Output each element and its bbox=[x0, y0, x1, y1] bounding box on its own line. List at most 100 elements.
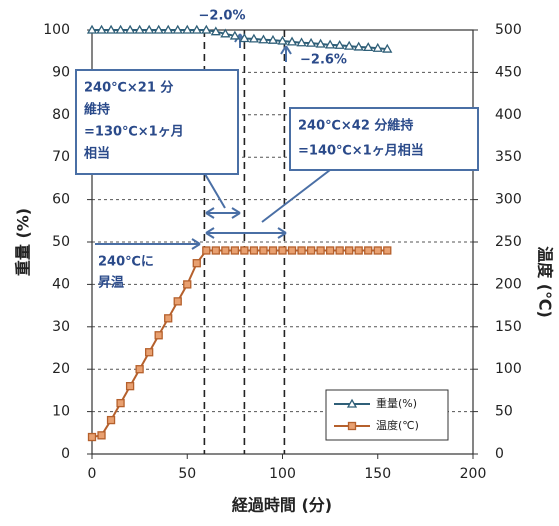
marker bbox=[286, 36, 298, 46]
annotation: −2.6% bbox=[300, 53, 347, 68]
y2-tick-label: 500 bbox=[495, 22, 522, 38]
marker bbox=[134, 24, 145, 34]
annotation: −2.0% bbox=[199, 9, 246, 24]
y-tick-label: 40 bbox=[52, 276, 70, 292]
marker bbox=[154, 331, 163, 340]
marker bbox=[383, 246, 392, 255]
marker bbox=[229, 30, 240, 40]
legend-box bbox=[325, 389, 449, 441]
marker bbox=[364, 246, 373, 255]
arrow bbox=[204, 173, 241, 219]
marker bbox=[372, 42, 383, 52]
y2-tick-label: 150 bbox=[495, 319, 522, 335]
marker bbox=[87, 432, 97, 442]
marker bbox=[345, 246, 354, 255]
marker bbox=[347, 421, 357, 431]
y2-tick-label: 0 bbox=[495, 446, 504, 462]
x-tick-label: 100 bbox=[269, 466, 296, 482]
marker bbox=[306, 246, 316, 255]
y2-tick-label: 300 bbox=[495, 192, 522, 208]
marker bbox=[202, 246, 211, 255]
marker bbox=[220, 28, 231, 38]
annotation: 相当 bbox=[84, 146, 110, 162]
annotation-box bbox=[75, 69, 239, 175]
marker bbox=[248, 33, 260, 43]
marker bbox=[182, 24, 193, 34]
plot-frame bbox=[91, 29, 474, 455]
marker bbox=[211, 246, 220, 255]
marker bbox=[191, 24, 202, 34]
marker bbox=[240, 246, 249, 255]
marker bbox=[287, 246, 297, 255]
marker bbox=[363, 42, 374, 52]
marker bbox=[325, 246, 335, 255]
marker bbox=[124, 24, 136, 34]
y2-tick-label: 50 bbox=[495, 404, 513, 420]
marker bbox=[105, 24, 117, 34]
arrow bbox=[95, 238, 201, 250]
marker bbox=[296, 37, 307, 47]
y-tick-label: 90 bbox=[52, 64, 70, 80]
x-tick-label: 0 bbox=[88, 466, 97, 482]
marker bbox=[153, 24, 164, 34]
marker bbox=[382, 43, 393, 53]
marker bbox=[164, 314, 173, 323]
marker bbox=[192, 259, 201, 268]
y-tick-label: 0 bbox=[61, 446, 70, 462]
annotation: 維持 bbox=[84, 102, 110, 118]
annotation: =130℃×1ヶ月 bbox=[84, 125, 184, 140]
y2-tick-label: 450 bbox=[495, 64, 522, 80]
arrow bbox=[280, 45, 292, 62]
marker bbox=[353, 41, 364, 51]
marker bbox=[201, 24, 212, 34]
marker bbox=[346, 398, 358, 408]
y-tick-label: 80 bbox=[52, 107, 70, 123]
x-tick-label: 50 bbox=[178, 466, 196, 482]
y2-tick-label: 100 bbox=[495, 361, 522, 377]
y-tick-label: 10 bbox=[52, 404, 70, 420]
y2-tick-label: 350 bbox=[495, 149, 522, 165]
marker bbox=[125, 382, 135, 391]
marker bbox=[86, 24, 98, 34]
marker bbox=[277, 35, 288, 45]
marker bbox=[210, 26, 221, 36]
marker bbox=[230, 246, 240, 255]
y2-tick-label: 200 bbox=[495, 276, 522, 292]
marker bbox=[239, 33, 250, 43]
marker bbox=[267, 34, 279, 44]
annotation: =140℃×1ヶ月相当 bbox=[298, 143, 424, 159]
x-axis-label: 経過時間 (分) bbox=[232, 496, 332, 515]
marker bbox=[116, 398, 125, 408]
marker bbox=[334, 39, 345, 49]
y2-tick-label: 250 bbox=[495, 234, 522, 250]
marker bbox=[268, 246, 278, 255]
y-tick-label: 60 bbox=[52, 192, 70, 208]
marker bbox=[115, 24, 126, 34]
marker bbox=[297, 246, 306, 255]
marker bbox=[249, 246, 259, 255]
arrow bbox=[205, 169, 331, 239]
arrows bbox=[95, 33, 331, 250]
marker bbox=[144, 348, 154, 357]
annotation: 240℃に bbox=[98, 255, 154, 270]
annotation: 240℃×42 分維持 bbox=[298, 118, 413, 134]
marker bbox=[106, 415, 116, 425]
y-tick-label: 70 bbox=[52, 149, 70, 165]
annotation: 昇温 bbox=[98, 276, 124, 291]
y-axis-label: 重量 (%) bbox=[14, 208, 33, 276]
y-tick-label: 50 bbox=[52, 234, 70, 250]
marker bbox=[135, 365, 144, 374]
x-tick-label: 150 bbox=[364, 466, 391, 482]
marker bbox=[344, 40, 355, 50]
y2-tick-label: 400 bbox=[495, 107, 522, 123]
marker bbox=[173, 297, 182, 306]
marker bbox=[325, 39, 336, 49]
marker bbox=[305, 37, 317, 47]
marker bbox=[96, 24, 107, 34]
marker bbox=[259, 246, 268, 255]
legend-label: 重量(%) bbox=[376, 396, 417, 410]
marker bbox=[163, 24, 174, 34]
marker bbox=[221, 246, 230, 255]
marker bbox=[335, 246, 344, 255]
